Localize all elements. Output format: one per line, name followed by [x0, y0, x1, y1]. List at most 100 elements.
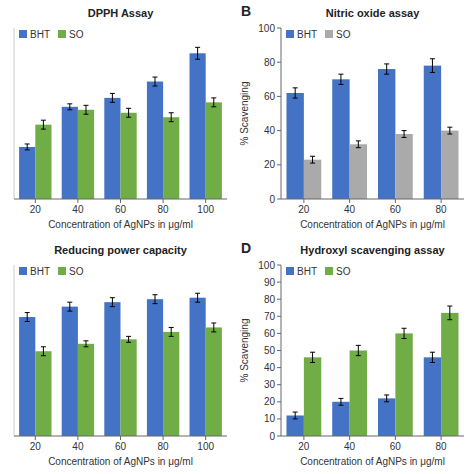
bar — [206, 102, 222, 199]
error-bar-stem — [449, 127, 450, 134]
error-bar-stem — [386, 64, 387, 74]
y-tick — [277, 350, 281, 351]
legend: BHTSO — [19, 29, 84, 40]
y-tick-label: 90 — [264, 277, 276, 288]
y-tick-label: 40 — [264, 125, 276, 136]
y-tick — [277, 418, 281, 419]
error-bar-cap — [293, 87, 298, 88]
error-bar-cap — [83, 346, 88, 347]
y-tick-label: 50 — [264, 345, 276, 356]
error-bar-stem — [171, 327, 172, 336]
bar — [78, 110, 94, 199]
x-tick-label: 60 — [390, 441, 402, 452]
y-axis-label: % Scavenging — [239, 319, 250, 383]
error-bar-stem — [171, 113, 172, 122]
y-tick-label: 20 — [264, 396, 276, 407]
x-tick-label: 60 — [390, 204, 402, 215]
error-bar — [153, 77, 158, 86]
error-bar-cap — [67, 103, 72, 104]
y-tick-label: 10 — [264, 413, 276, 424]
bar — [332, 79, 349, 199]
error-bar — [83, 105, 88, 114]
y-tick — [277, 199, 281, 200]
error-bar-stem — [69, 104, 70, 110]
panel: DPPH Assay20406080100Concentration of Ag… — [14, 7, 227, 230]
error-bar-stem — [213, 98, 214, 107]
y-axis-line — [281, 265, 282, 436]
error-bar-stem — [295, 412, 296, 419]
bar — [104, 302, 120, 436]
legend-item: BHT — [286, 29, 317, 40]
error-bar-cap — [126, 336, 131, 337]
error-bar-cap — [153, 294, 158, 295]
x-tick — [35, 199, 36, 203]
error-bar-stem — [128, 108, 129, 117]
error-bar — [67, 104, 72, 110]
error-bar — [310, 156, 315, 163]
y-tick — [277, 62, 281, 63]
error-bar-cap — [110, 297, 115, 298]
y-tick — [277, 436, 281, 437]
chart-title: Reducing power capacity — [54, 244, 188, 256]
error-bar-cap — [153, 303, 158, 304]
y-tick-label: 0 — [269, 431, 275, 442]
error-bar-cap — [25, 143, 30, 144]
error-bar — [293, 412, 298, 419]
legend-item: BHT — [286, 266, 317, 277]
x-tick — [441, 199, 442, 203]
error-bar-stem — [128, 336, 129, 342]
bar — [424, 66, 441, 199]
x-tick — [303, 199, 304, 203]
error-bar-cap — [293, 418, 298, 419]
panel: Nitric oxide assayB020406080100% Scaveng… — [239, 3, 464, 230]
error-bar-stem — [295, 88, 296, 98]
bar — [441, 313, 458, 436]
error-bar-stem — [404, 131, 405, 138]
bar — [378, 69, 395, 199]
x-tick — [77, 199, 78, 203]
legend-label: BHT — [297, 29, 317, 40]
error-bar-cap — [153, 77, 158, 78]
error-bar — [356, 141, 361, 148]
x-tick — [120, 199, 121, 203]
error-bar-cap — [356, 345, 361, 346]
error-bar-cap — [83, 114, 88, 115]
error-bar-cap — [41, 129, 46, 130]
error-bar-cap — [83, 340, 88, 341]
legend-label: SO — [69, 266, 84, 277]
error-bar-stem — [112, 298, 113, 307]
error-bar-cap — [402, 130, 407, 131]
bar — [286, 93, 303, 199]
error-bar — [384, 395, 389, 402]
legend-item: SO — [58, 266, 84, 277]
error-bar — [41, 120, 46, 129]
error-bar-cap — [126, 117, 131, 118]
bar — [304, 160, 321, 199]
x-tick — [303, 436, 304, 440]
error-bar — [293, 88, 298, 98]
y-tick — [277, 130, 281, 131]
x-tick — [120, 436, 121, 440]
error-bar-stem — [197, 293, 198, 302]
error-bar-stem — [43, 120, 44, 129]
legend-item: BHT — [19, 29, 50, 40]
error-bar-cap — [384, 63, 389, 64]
error-bar-stem — [27, 144, 28, 150]
y-tick — [277, 401, 281, 402]
error-bar-cap — [310, 352, 315, 353]
error-bar-stem — [213, 323, 214, 332]
error-bar — [356, 345, 361, 355]
bar — [190, 298, 206, 436]
error-bar — [25, 144, 30, 150]
legend-label: SO — [336, 29, 351, 40]
x-tick — [395, 436, 396, 440]
error-bar-cap — [338, 84, 343, 85]
error-bar-cap — [169, 336, 174, 337]
error-bar-cap — [110, 102, 115, 103]
error-bar-cap — [169, 121, 174, 122]
x-tick-label: 20 — [30, 441, 42, 452]
error-bar-cap — [310, 163, 315, 164]
bar — [350, 144, 367, 199]
bar — [424, 357, 441, 436]
y-tick-label: 20 — [264, 159, 276, 170]
